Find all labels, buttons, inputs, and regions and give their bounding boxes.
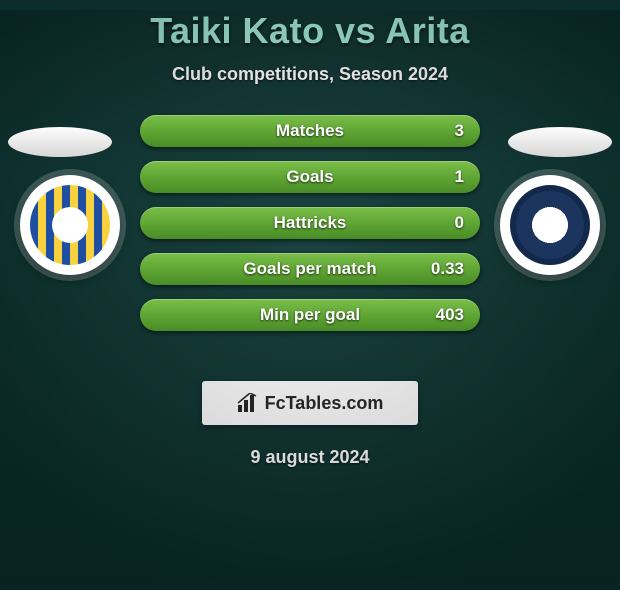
stat-label: Hattricks bbox=[140, 213, 480, 233]
stat-value: 1 bbox=[455, 167, 464, 187]
stat-label: Goals per match bbox=[140, 259, 480, 279]
team-badge-left bbox=[20, 175, 120, 275]
brand-text: FcTables.com bbox=[265, 393, 384, 414]
comparison-stage: Matches 3 Goals 1 Hattricks 0 Goals per … bbox=[0, 115, 620, 355]
stat-bar: Min per goal 403 bbox=[140, 299, 480, 331]
date-label: 9 august 2024 bbox=[0, 447, 620, 468]
shadow-ellipse-left bbox=[8, 127, 112, 157]
stat-value: 403 bbox=[436, 305, 464, 325]
stat-value: 3 bbox=[455, 121, 464, 141]
team-crest-left-icon bbox=[30, 185, 110, 265]
stat-label: Matches bbox=[140, 121, 480, 141]
shadow-ellipse-right bbox=[508, 127, 612, 157]
team-badge-right bbox=[500, 175, 600, 275]
stat-value: 0.33 bbox=[431, 259, 464, 279]
stat-bar: Hattricks 0 bbox=[140, 207, 480, 239]
brand-box[interactable]: FcTables.com bbox=[202, 381, 418, 425]
stat-bar: Goals per match 0.33 bbox=[140, 253, 480, 285]
page-title: Taiki Kato vs Arita bbox=[0, 10, 620, 52]
stat-bars: Matches 3 Goals 1 Hattricks 0 Goals per … bbox=[140, 115, 480, 331]
stat-label: Min per goal bbox=[140, 305, 480, 325]
stat-label: Goals bbox=[140, 167, 480, 187]
stat-bar: Matches 3 bbox=[140, 115, 480, 147]
subtitle: Club competitions, Season 2024 bbox=[0, 64, 620, 85]
team-crest-right-icon bbox=[510, 185, 590, 265]
stat-value: 0 bbox=[455, 213, 464, 233]
stat-bar: Goals 1 bbox=[140, 161, 480, 193]
bar-chart-icon bbox=[237, 393, 259, 413]
